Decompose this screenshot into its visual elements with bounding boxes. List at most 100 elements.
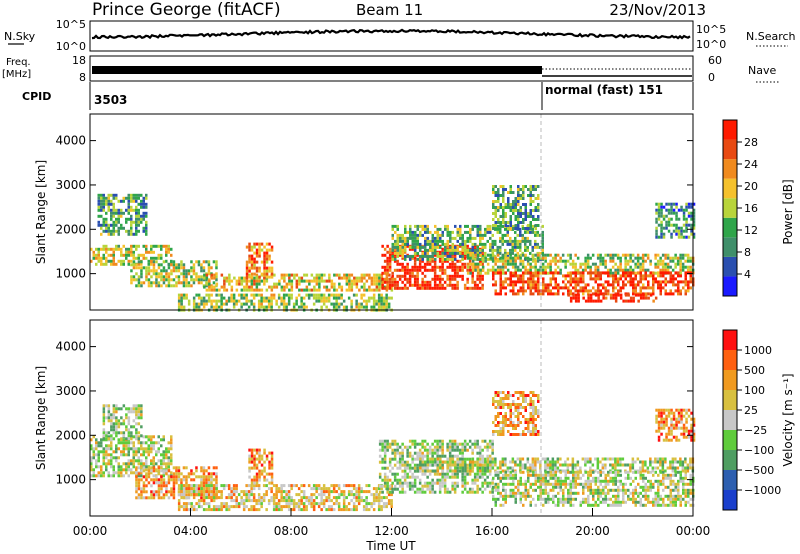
heatmap-cell	[345, 273, 349, 277]
heatmap-cell	[401, 487, 404, 491]
heatmap-cell	[320, 296, 323, 300]
heatmap-cell	[652, 280, 655, 284]
heatmap-cell	[406, 451, 409, 455]
heatmap-cell	[617, 289, 620, 293]
heatmap-cell	[245, 285, 249, 289]
heatmap-cell	[205, 487, 208, 491]
heatmap-cell	[248, 275, 251, 279]
heatmap-cell	[112, 250, 115, 254]
heatmap-cell	[529, 230, 532, 234]
heatmap-cell	[391, 254, 394, 258]
heatmap-cell	[350, 279, 354, 283]
heatmap-cell	[180, 478, 183, 482]
heatmap-cell	[461, 254, 464, 258]
heatmap-cell	[481, 274, 484, 278]
heatmap-cell	[95, 256, 98, 260]
heatmap-cell	[494, 212, 497, 215]
heatmap-cell	[215, 284, 218, 288]
heatmap-cell	[142, 266, 146, 270]
heatmap-cell	[463, 478, 467, 482]
heatmap-cell	[426, 262, 429, 266]
heatmap-cell	[102, 196, 105, 200]
heatmap-cell	[522, 286, 525, 290]
heatmap-cell	[130, 259, 133, 263]
heatmap-cell	[293, 276, 296, 280]
heatmap-cell	[365, 484, 368, 488]
heatmap-cell	[112, 404, 116, 408]
heatmap-cell	[659, 283, 662, 287]
heatmap-cell	[248, 285, 251, 289]
heatmap-cell	[629, 283, 632, 287]
heatmap-cell	[690, 232, 693, 236]
heatmap-cell	[677, 280, 680, 284]
heatmap-cell	[559, 256, 562, 260]
heatmap-cell	[175, 275, 178, 279]
heatmap-cell	[481, 242, 484, 246]
heatmap-cell	[386, 448, 389, 452]
heatmap-cell	[456, 274, 459, 278]
heatmap-cell	[257, 305, 261, 309]
heatmap-cell	[100, 438, 103, 442]
heatmap-cell	[120, 431, 123, 435]
heatmap-cell	[147, 278, 151, 282]
heatmap-cell	[506, 224, 509, 228]
heatmap-cell	[205, 493, 208, 497]
heatmap-cell	[330, 285, 334, 289]
heatmap-cell	[197, 305, 201, 309]
heatmap-cell	[185, 508, 188, 512]
heatmap-cell	[115, 220, 118, 224]
heatmap-cell	[223, 279, 226, 283]
heatmap-cell	[388, 484, 392, 488]
heatmap-cell	[616, 268, 620, 272]
heatmap-cell	[660, 223, 663, 227]
heatmap-cell	[263, 257, 266, 261]
heatmap-cell	[401, 442, 404, 446]
heatmap-cell	[544, 286, 547, 290]
heatmap-cell	[471, 224, 474, 228]
heatmap-cell	[172, 490, 176, 494]
heatmap-cell	[170, 471, 173, 475]
heatmap-cell	[461, 484, 464, 488]
heatmap-cell	[350, 288, 354, 292]
heatmap-cell	[147, 259, 150, 263]
heatmap-cell	[529, 289, 532, 293]
heatmap-cell	[526, 248, 529, 252]
heatmap-cell	[436, 445, 439, 449]
heatmap-cell	[468, 286, 472, 290]
heatmap-cell	[386, 256, 389, 260]
heatmap-cell	[519, 277, 522, 281]
heatmap-cell	[584, 262, 587, 266]
heatmap-cell	[137, 422, 141, 426]
heatmap-cell	[512, 283, 515, 287]
heatmap-cell	[634, 265, 637, 269]
heatmap-cell	[659, 268, 662, 272]
heatmap-cell	[689, 271, 692, 275]
heatmap-cell	[212, 505, 216, 509]
heatmap-cell	[337, 505, 341, 509]
heatmap-cell	[255, 266, 259, 270]
heatmap-cell	[135, 481, 138, 485]
heatmap-cell	[117, 232, 120, 236]
heatmap-cell	[434, 248, 437, 252]
heatmap-cell	[529, 209, 532, 212]
heatmap-cell	[492, 188, 495, 191]
heatmap-cell	[280, 285, 284, 289]
heatmap-cell	[433, 457, 437, 461]
heatmap-cell	[212, 260, 216, 264]
heatmap-cell	[408, 463, 412, 467]
heatmap-cell	[497, 191, 500, 194]
heatmap-cell	[310, 293, 313, 297]
heatmap-cell	[394, 230, 397, 234]
heatmap-cell	[541, 233, 544, 237]
heatmap-cell	[679, 265, 682, 269]
heatmap-cell	[127, 259, 130, 263]
heatmap-cell	[594, 293, 598, 297]
heatmap-cell	[677, 217, 681, 221]
heatmap-cell	[388, 283, 392, 287]
heatmap-cell	[137, 459, 140, 463]
heatmap-cell	[130, 217, 133, 221]
heatmap-cell	[551, 259, 555, 263]
heatmap-cell	[413, 268, 417, 272]
heatmap-cell	[177, 505, 181, 509]
heatmap-cell	[383, 277, 387, 281]
